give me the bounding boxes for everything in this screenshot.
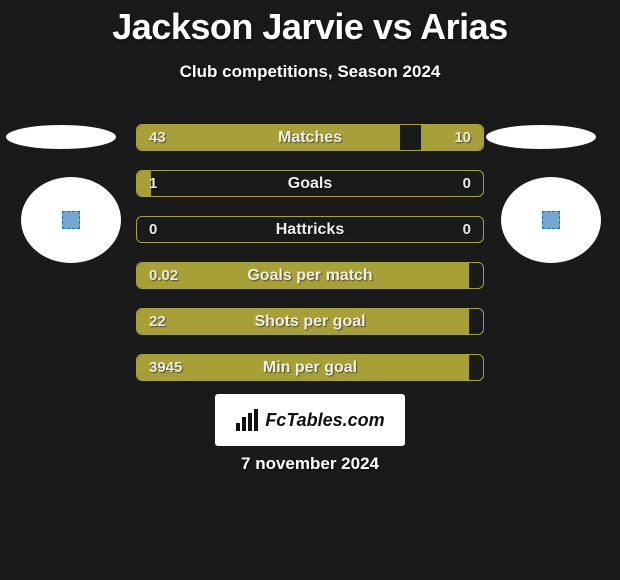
subtitle: Club competitions, Season 2024 (0, 62, 620, 82)
stat-value-left: 1 (149, 171, 157, 196)
stat-label: Min per goal (137, 355, 483, 380)
stat-value-right: 10 (454, 125, 471, 150)
stat-row: Matches43 10 (136, 124, 484, 151)
stat-row: Goals1 0 (136, 170, 484, 197)
right-player-icon (542, 211, 560, 229)
stat-value-right: 0 (463, 171, 471, 196)
right-flag-ellipse (486, 125, 596, 149)
stat-label: Goals per match (137, 263, 483, 288)
stat-row: Min per goal3945 (136, 354, 484, 381)
stat-label: Matches (137, 125, 483, 150)
stat-value-left: 0.02 (149, 263, 178, 288)
footer-logo: FcTables.com (215, 394, 405, 446)
footer-date: 7 november 2024 (0, 454, 620, 474)
bars-icon (235, 409, 259, 431)
left-flag-ellipse (6, 125, 116, 149)
stat-value-right: 0 (463, 217, 471, 242)
comparison-chart: Matches4310Goals10Hattricks00Goals per m… (136, 124, 484, 400)
stat-value-left: 3945 (149, 355, 182, 380)
stat-value-left: 22 (149, 309, 166, 334)
stat-value-left: 0 (149, 217, 157, 242)
stat-row: Shots per goal22 (136, 308, 484, 335)
stat-label: Goals (137, 171, 483, 196)
stat-label: Hattricks (137, 217, 483, 242)
stat-row: Hattricks0 0 (136, 216, 484, 243)
stat-value-left: 43 (149, 125, 166, 150)
stat-label: Shots per goal (137, 309, 483, 334)
footer-logo-text: FcTables.com (265, 410, 384, 431)
left-player-icon (62, 211, 80, 229)
page-title: Jackson Jarvie vs Arias (0, 0, 620, 48)
stat-row: Goals per match0.02 (136, 262, 484, 289)
